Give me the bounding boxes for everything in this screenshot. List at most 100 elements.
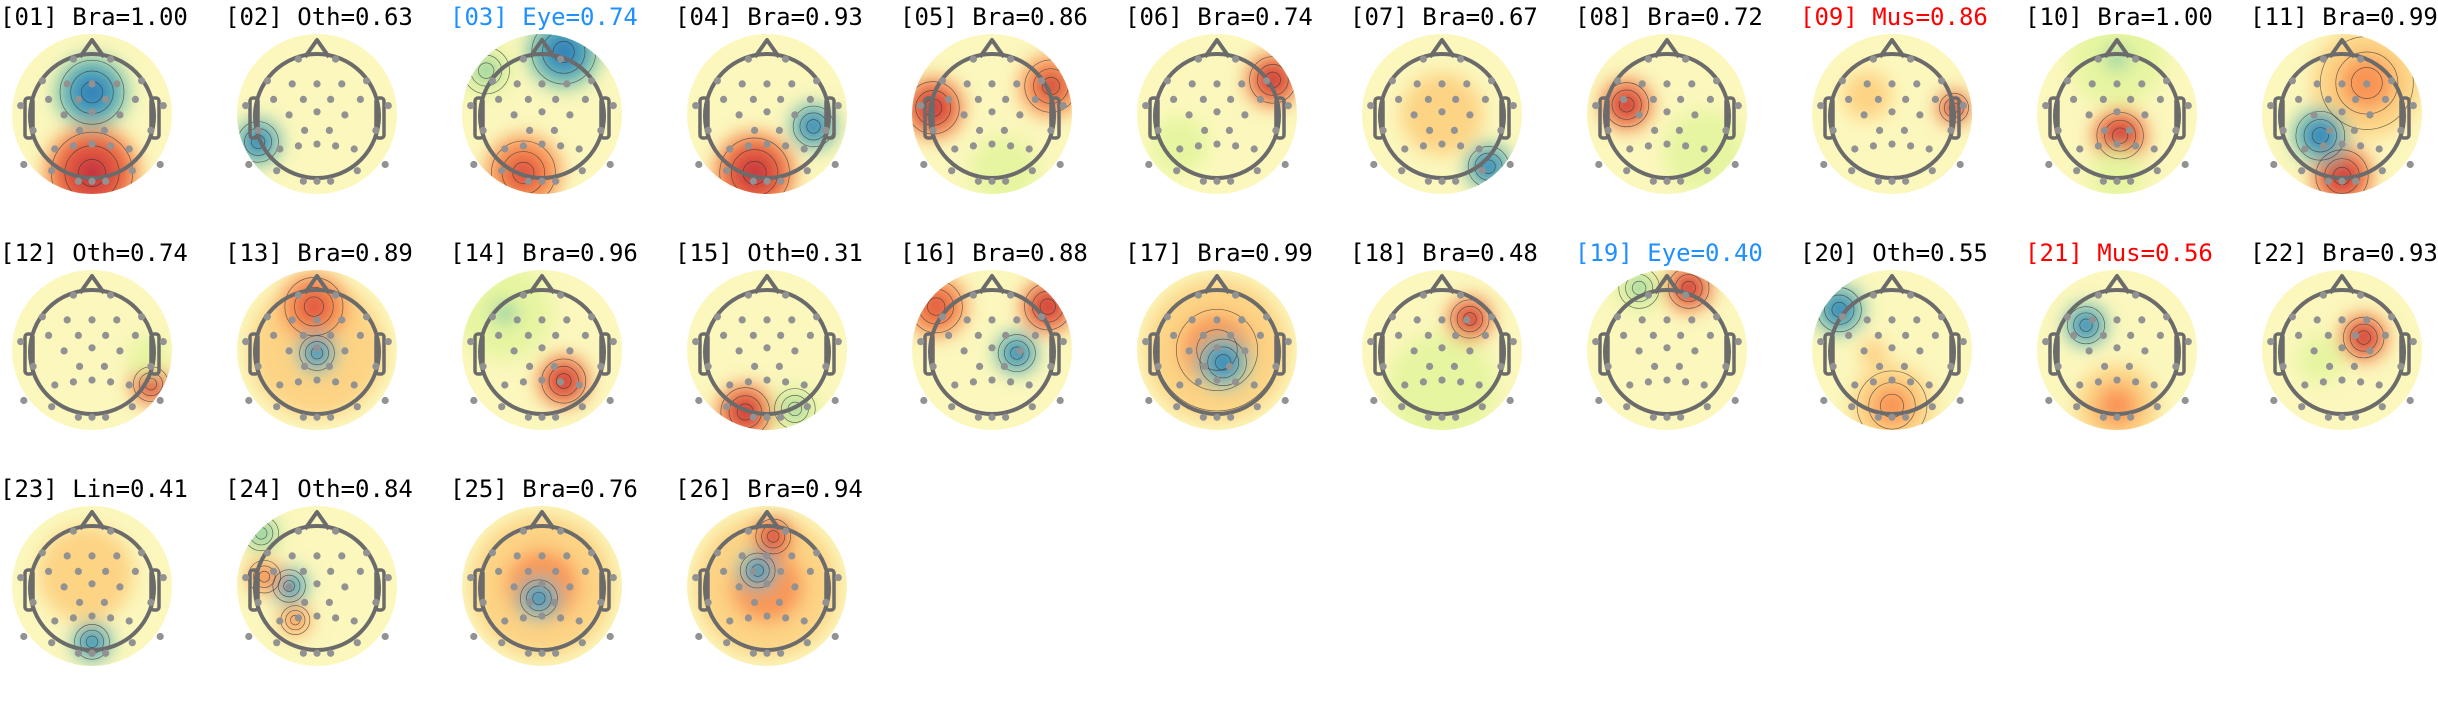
electrode-dot — [1241, 347, 1249, 355]
electrode-dot — [102, 567, 110, 575]
electrode-dot — [76, 362, 84, 370]
electrode-dot — [1734, 338, 1742, 346]
electrode-dot — [777, 567, 785, 575]
electrode-dot — [2163, 313, 2171, 321]
electrode-dot — [113, 80, 121, 88]
electrode-dot — [2141, 111, 2149, 119]
electrode-dot — [138, 549, 146, 557]
component-label: [20] Oth=0.55 — [1800, 239, 1988, 267]
electrode-dot — [107, 291, 115, 299]
electrode-dot — [2350, 126, 2358, 134]
electrode-dot — [1722, 126, 1730, 134]
nose-marker — [1203, 274, 1231, 295]
right-ear — [824, 568, 836, 612]
scalp-topomap — [462, 34, 622, 194]
electrode-dot — [2132, 291, 2140, 299]
electrode-dot — [102, 177, 110, 185]
electrode-dot — [327, 95, 335, 103]
electrode-dot — [2338, 177, 2346, 185]
electrode-dot — [60, 111, 68, 119]
electrode-dot — [2073, 403, 2081, 411]
electrode-dot — [1370, 160, 1378, 169]
electrode-dot — [1845, 95, 1853, 103]
electrode-dot — [1028, 167, 1036, 175]
electrode-dot — [695, 396, 703, 405]
electrode-dot — [1902, 177, 1910, 185]
electrode-dot — [356, 331, 364, 339]
electrode-dot — [51, 617, 59, 625]
electrode-dot — [588, 77, 596, 85]
electrode-dot — [2279, 126, 2287, 134]
electrode-dot — [929, 362, 937, 370]
scalp-topomap — [12, 506, 172, 666]
electrode-dot — [1227, 331, 1235, 339]
electrode-dot — [2150, 381, 2158, 389]
electrode-dot — [1450, 126, 1458, 134]
electrode-dot — [800, 381, 808, 389]
electrode-dot — [1663, 316, 1671, 324]
electrode-dot — [1250, 381, 1258, 389]
right-ear — [1274, 96, 1286, 140]
electrode-dot — [113, 552, 121, 560]
electrode-dot — [1463, 316, 1471, 324]
electrode-dot — [1000, 362, 1008, 370]
nose-marker — [1428, 274, 1456, 295]
left-ear — [923, 332, 935, 376]
electrode-dot — [969, 291, 977, 299]
electrode-dot — [726, 145, 734, 153]
electrode-dot — [1649, 95, 1657, 103]
electrode-dot — [2085, 347, 2093, 355]
electrode-dot — [2366, 111, 2374, 119]
electrode-dot — [1007, 378, 1015, 386]
electrode-dot — [313, 612, 321, 620]
electrode-dot — [917, 338, 925, 346]
electrode-dot — [735, 347, 743, 355]
left-ear — [23, 96, 35, 140]
electrode-dot — [735, 583, 743, 591]
electrode-dot — [1199, 331, 1207, 339]
nose-marker — [528, 38, 556, 59]
electrode-dot — [1438, 316, 1446, 324]
electrode-dot — [2042, 338, 2050, 346]
electrode-dot — [831, 632, 839, 641]
electrode-dot — [538, 344, 546, 352]
electrode-dot — [1682, 378, 1690, 386]
electrode-dot — [1194, 142, 1202, 150]
electrode-dot — [2310, 347, 2318, 355]
electrode-dot — [1047, 362, 1055, 370]
electrode-dot — [301, 598, 309, 606]
electrode-dot — [735, 111, 743, 119]
electrode-dot — [1163, 77, 1171, 85]
electrode-dot — [2127, 177, 2135, 185]
electrode-dot — [1047, 126, 1055, 134]
electrode-dot — [2113, 344, 2121, 352]
electrode-dot — [566, 111, 574, 119]
electrode-dot — [524, 177, 532, 185]
electrode-dot — [1379, 362, 1387, 370]
scalp-topomap — [12, 34, 172, 194]
electrode-dot — [1013, 80, 1021, 88]
electrode-dot — [2132, 142, 2140, 150]
left-ear — [1823, 332, 1835, 376]
scalp-topomap — [1587, 34, 1747, 194]
electrode-dot — [254, 598, 262, 606]
electrode-dot — [2338, 140, 2346, 148]
electrode-dot — [301, 126, 309, 134]
electrode-dot — [1869, 142, 1877, 150]
left-ear — [1598, 332, 1610, 376]
electrode-dot — [74, 567, 82, 575]
electrode-dot — [1452, 331, 1460, 339]
nose-marker — [978, 274, 1006, 295]
electrode-dot — [245, 632, 253, 641]
electrode-dot — [597, 126, 605, 134]
electrode-dot — [1863, 80, 1871, 88]
electrode-dot — [1225, 362, 1233, 370]
electrode-dot — [1007, 291, 1015, 299]
electrode-dot — [1154, 126, 1162, 134]
electrode-dot — [107, 614, 115, 622]
nose-marker — [2103, 274, 2131, 295]
electrode-dot — [2357, 55, 2365, 63]
component-label: [11] Bra=0.99 — [2250, 3, 2438, 31]
electrode-dot — [1145, 160, 1153, 169]
electrode-dot — [557, 614, 565, 622]
